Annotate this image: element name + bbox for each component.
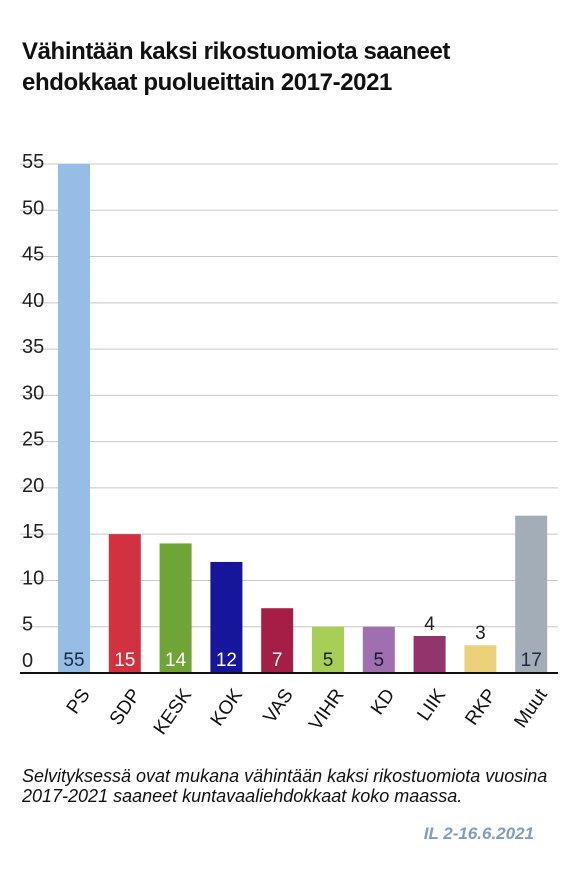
y-tick-label: 50: [22, 197, 44, 219]
x-axis-ticks: PS SDP KESK KOK VAS VIHR KD LIIK RKP Muut: [63, 685, 552, 739]
value-label: 3: [475, 623, 486, 644]
bar: [58, 164, 90, 673]
x-tick-label: KESK: [150, 685, 196, 739]
x-tick-label: Muut: [510, 685, 552, 732]
chart-note: Selvityksessä ovat mukana vähintään kaks…: [22, 766, 548, 806]
value-label: 7: [272, 650, 283, 671]
bar: [362, 626, 395, 673]
y-tick-label: 45: [22, 244, 44, 266]
x-tick-label: PS: [63, 685, 95, 718]
y-tick-label: 25: [22, 429, 44, 451]
x-tick-label: VAS: [260, 685, 298, 727]
chart-title: Vähintään kaksi rikostuomiota saaneet eh…: [22, 38, 451, 96]
x-tick-label: VIHR: [305, 685, 348, 734]
y-tick-label: 10: [22, 567, 44, 589]
value-label: 17: [521, 650, 542, 671]
value-label: 15: [114, 650, 135, 671]
x-tick-label: LIIK: [414, 685, 451, 725]
source-label: IL 2-16.6.2021: [423, 824, 534, 843]
bar: [515, 515, 548, 673]
y-tick-label: 5: [22, 614, 33, 636]
bars: [58, 164, 548, 673]
value-label: 4: [424, 614, 435, 635]
y-tick-label: 55: [22, 151, 44, 173]
x-tick-label: RKP: [461, 685, 501, 729]
y-tick-label: 30: [22, 382, 44, 404]
y-tick-label: 15: [22, 521, 44, 543]
value-label: 12: [216, 650, 237, 671]
y-tick-label: 0: [22, 650, 33, 672]
value-labels: 55 15 14 12 7 5 54 317: [63, 614, 541, 671]
x-tick-label: KD: [367, 685, 399, 719]
y-axis-ticks: 0 5 10 15 20 25 30 35 40 45 50 55: [22, 151, 44, 672]
y-tick-label: 20: [22, 475, 44, 497]
value-label: 5: [323, 650, 334, 671]
bar: [261, 608, 294, 673]
value-label: 55: [63, 650, 84, 671]
y-tick-label: 40: [22, 290, 44, 312]
bar: [210, 561, 243, 673]
x-tick-label: KOK: [207, 685, 247, 730]
value-label: 14: [165, 650, 187, 671]
bar: [108, 534, 141, 673]
bar: [312, 626, 344, 673]
gridlines: [20, 163, 558, 628]
bar: [159, 543, 192, 673]
y-tick-label: 35: [22, 336, 44, 358]
x-tick-label: SDP: [106, 685, 146, 729]
bar: [413, 635, 446, 673]
bar: [464, 645, 497, 673]
value-label: 5: [374, 650, 385, 671]
